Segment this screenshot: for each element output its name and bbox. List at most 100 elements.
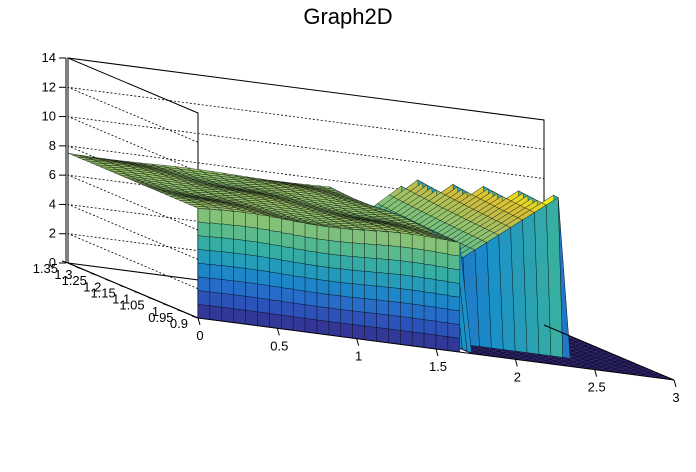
- curtain-cell: [412, 289, 425, 306]
- curtain-cell: [328, 267, 341, 283]
- curtain-cell: [316, 279, 330, 295]
- curtain-cell: [269, 285, 282, 302]
- curtain-cell: [304, 277, 318, 293]
- curtain-cell: [304, 236, 318, 253]
- x-tick-4: [514, 359, 518, 367]
- curtain-cell: [316, 319, 330, 336]
- x-tick-label-3: 1.5: [429, 359, 447, 374]
- curtain-cell: [269, 230, 282, 247]
- curtain-cell: [233, 280, 246, 297]
- curtain-cell: [352, 242, 365, 259]
- curtain-cell: [209, 291, 222, 308]
- y-tick-8: [76, 266, 83, 270]
- curtain-cell: [388, 287, 401, 303]
- curtain-cell: [269, 313, 282, 330]
- curtain-cell: [316, 225, 330, 241]
- curtain-cell: [328, 253, 341, 270]
- curtain-cell: [221, 209, 234, 226]
- curtain-cell: [209, 250, 222, 266]
- y-tick-label-6: 1.2: [83, 279, 101, 294]
- curtain-cell: [412, 248, 425, 264]
- x-tick-5: [594, 369, 598, 377]
- curtain-cell: [376, 244, 389, 260]
- curtain-cell: [328, 294, 341, 310]
- curtain-cell: [281, 218, 294, 235]
- surface-mesh: [67, 153, 675, 381]
- curtain-cell: [400, 302, 413, 319]
- x-tick-label-0: 0: [196, 328, 203, 343]
- curtain-cell: [412, 262, 425, 279]
- curtain-cell: [388, 314, 401, 331]
- curtain-cell: [221, 223, 234, 240]
- curtain-cell: [376, 271, 389, 288]
- curtain-cell: [435, 252, 449, 268]
- curtain-cell: [376, 299, 389, 316]
- y-tick-label-1: 0.95: [148, 310, 173, 325]
- curtain-cell: [197, 290, 211, 306]
- curtain-cell: [435, 293, 449, 310]
- curtain-cell: [364, 257, 377, 273]
- curtain-cell: [304, 291, 318, 307]
- curtain-cell: [423, 291, 437, 308]
- curtain-cell: [316, 265, 330, 282]
- curtain-cell: [316, 252, 330, 268]
- right-base-line: [543, 324, 675, 381]
- curtain-cell: [293, 221, 306, 237]
- curtain-cell: [364, 311, 377, 328]
- curtain-cell: [340, 282, 353, 298]
- curtain-cell: [281, 259, 294, 276]
- x-tick-label-4: 2: [514, 369, 521, 384]
- curtain-cell: [304, 264, 318, 280]
- y-tick-label-8: 1.3: [54, 267, 72, 282]
- curtain-cell: [197, 221, 211, 238]
- curtain-cell: [412, 234, 425, 251]
- curtain-cell: [435, 335, 449, 351]
- curtain-cell: [376, 230, 389, 247]
- y-tick-7: [90, 272, 98, 276]
- curtain-cell: [233, 252, 246, 269]
- curtain-cell: [423, 250, 437, 266]
- y-tick-label-3: 1.05: [119, 298, 144, 313]
- curtain-cell: [293, 248, 306, 265]
- y-tick-label-5: 1.15: [90, 285, 115, 300]
- curtain-cell: [447, 281, 460, 298]
- curtain-cell: [257, 256, 270, 272]
- curtain-cell: [221, 279, 234, 296]
- curtain-cell: [364, 298, 377, 315]
- chart-title: Graph2D: [303, 4, 393, 29]
- curtain-cell: [293, 316, 306, 333]
- y-tick-0: [191, 315, 199, 319]
- curtain-cell: [257, 228, 270, 245]
- curtain-cell: [364, 284, 377, 301]
- curtain-cell: [352, 256, 365, 272]
- curtain-cell: [412, 317, 425, 334]
- curtain-cell: [388, 300, 401, 317]
- curtain-cell: [352, 228, 365, 245]
- curtain-cell: [221, 265, 234, 282]
- curtain-cell: [447, 336, 460, 353]
- y-tick-1: [177, 309, 184, 313]
- curtain-cell: [233, 210, 246, 227]
- z-tick-label-6: 12: [42, 79, 56, 94]
- z-tick-label-3: 6: [49, 167, 56, 182]
- curtain-cell: [423, 319, 437, 336]
- curtain-cell: [376, 313, 389, 330]
- curtain-cell: [364, 270, 377, 287]
- curtain-cell: [364, 229, 377, 246]
- curtain-cell: [435, 238, 449, 254]
- curtain-cell: [316, 238, 330, 255]
- y-axis-line: [67, 262, 199, 319]
- curtain-cell: [447, 309, 460, 325]
- z-tick-label-0: 0: [49, 255, 56, 270]
- curtain-cell: [400, 288, 413, 305]
- y-tick-5: [119, 284, 126, 288]
- curtain-cell: [197, 208, 211, 224]
- curtain-cell: [269, 216, 282, 233]
- curtain-cell: [304, 250, 318, 266]
- x-tick-0: [197, 317, 201, 326]
- z-grid-line-6: [67, 86, 545, 150]
- curtain-cell: [423, 263, 437, 280]
- y-tick-label-9: 1.35: [33, 261, 58, 276]
- curtain-cell: [447, 295, 460, 312]
- curtain-cell: [412, 303, 425, 320]
